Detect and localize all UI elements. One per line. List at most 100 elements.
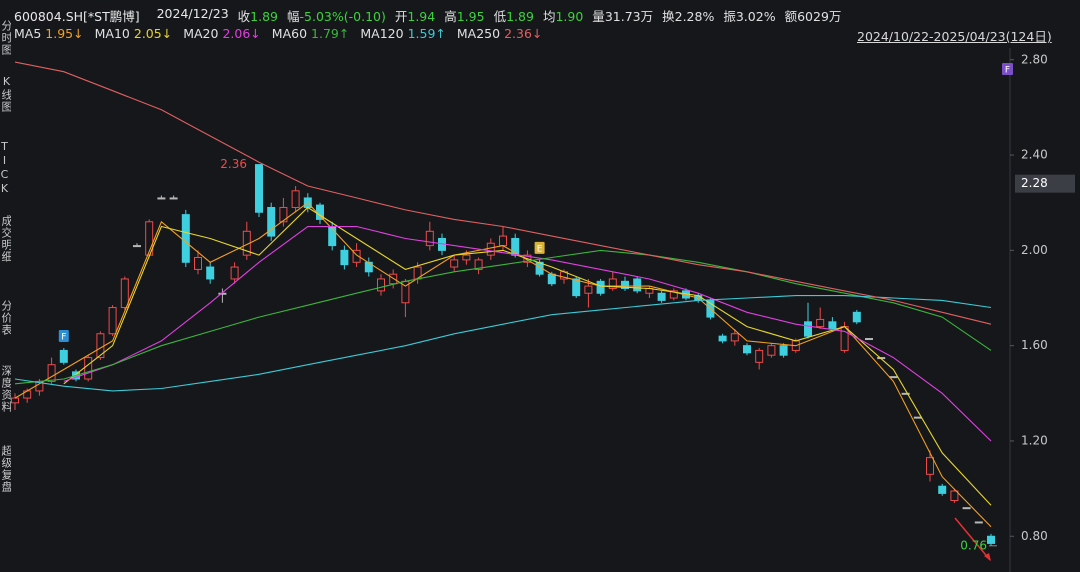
- quote-label: 开: [394, 9, 408, 24]
- candle-body: [486, 242, 495, 256]
- quote-item: 开1.94: [395, 6, 435, 25]
- candle-body: [718, 335, 727, 342]
- side-marker-box: [1002, 63, 1013, 75]
- candle-body: [462, 254, 471, 261]
- candle-body: [828, 321, 837, 330]
- quote-item: 额6029万: [785, 6, 842, 25]
- candle-body: [474, 259, 483, 270]
- date-range[interactable]: 2024/10/22-2025/04/23(124日): [857, 29, 1052, 44]
- candle-body: [852, 311, 861, 323]
- legend-trend: ↑: [435, 26, 446, 41]
- sidebar-item: 超级复盘: [0, 445, 11, 493]
- candle-body: [730, 333, 739, 342]
- candle-body: [267, 206, 276, 237]
- candle-body: [865, 338, 873, 341]
- candle-body: [657, 292, 666, 301]
- quote-item: 振3.02%: [723, 6, 775, 25]
- legend-item: MA250 2.36↓: [457, 26, 543, 41]
- y-tick-label: 2.00: [1021, 243, 1048, 257]
- candle-body: [157, 197, 166, 200]
- quote-label: 高: [444, 9, 457, 24]
- legend-item: MA10 2.05↓: [95, 26, 173, 41]
- candle-body: [901, 392, 910, 395]
- quote-header: 600804.SH[*ST鹏博] 2024/12/23 收1.89 幅-5.03%(-…: [14, 6, 841, 25]
- price-box: [1015, 174, 1075, 193]
- quote-value: 1.90: [555, 9, 584, 24]
- ma-line: [14, 249, 992, 385]
- candle-body: [572, 278, 581, 297]
- legend-name: MA120: [360, 26, 404, 41]
- candle-body: [669, 290, 678, 299]
- legend-value: 2.05: [133, 26, 162, 41]
- legend-item: MA20 2.06↓: [183, 26, 261, 41]
- quote-label: 振: [723, 9, 736, 24]
- quote-value: 1.89: [250, 9, 279, 24]
- legend-trend: ↓: [531, 26, 543, 41]
- candle-body: [194, 257, 202, 270]
- quote-item: 均1.90: [543, 6, 583, 25]
- candle-body: [169, 197, 178, 200]
- legend-item: MA120 1.59↑: [360, 26, 446, 41]
- high-label: 2.36: [220, 157, 247, 171]
- y-tick-label: 0.80: [1021, 529, 1048, 543]
- legend-name: MA10: [94, 26, 130, 41]
- candle-body: [547, 273, 556, 285]
- candle-body: [59, 349, 68, 363]
- candle-body: [230, 266, 239, 280]
- candle-body: [120, 278, 129, 309]
- stock-code: 600804.SH[*ST鹏博]: [14, 9, 140, 24]
- candle-body: [755, 349, 764, 363]
- sidebar-item: K线图: [0, 75, 11, 113]
- candle-body: [816, 318, 825, 328]
- candle-body: [279, 206, 288, 223]
- candle-body: [84, 357, 93, 380]
- legend-trend: ↓: [73, 26, 84, 41]
- legend-trend: ↓: [250, 26, 261, 41]
- quote-value: 1.94: [407, 9, 436, 24]
- candle-body: [133, 245, 141, 248]
- legend-name: MA20: [183, 26, 219, 41]
- side-marker-label: F: [1005, 66, 1010, 76]
- candle-body: [913, 416, 922, 419]
- candle-body: [425, 230, 434, 247]
- candle-body: [779, 345, 788, 356]
- candle-body: [743, 345, 751, 354]
- quote-value: 3.02%: [735, 9, 776, 24]
- low-label: 0.76: [960, 538, 987, 552]
- quote-value: 1.95: [456, 9, 485, 24]
- quote-item: 高1.95: [444, 6, 484, 25]
- quote-item: 低1.89: [494, 6, 534, 25]
- candle-body: [608, 278, 617, 289]
- marker-box: [58, 330, 69, 343]
- legend-name: MA60: [271, 26, 308, 41]
- quote-label: 换: [662, 9, 675, 24]
- quote-label: 额: [784, 9, 798, 24]
- price-label: 2.28: [1021, 176, 1048, 190]
- y-tick-label: 2.40: [1021, 148, 1048, 162]
- arrow-head: [984, 553, 991, 561]
- quote-value: 1.89: [506, 9, 534, 24]
- candle-body: [377, 278, 385, 292]
- sidebar: 分时图 K线图 TICK 成交明细 分价表 深度资料 超级复盘: [0, 0, 11, 572]
- candle-body: [938, 485, 947, 494]
- candle-body: [181, 214, 190, 263]
- candle-body: [291, 190, 300, 208]
- legend-value: 1.95: [45, 26, 74, 41]
- ma-line: [63, 206, 992, 506]
- quote-item: 换2.28%: [662, 6, 714, 25]
- ma-line: [14, 201, 992, 528]
- ma-line: [14, 295, 992, 392]
- sidebar-item: 分价表: [0, 300, 11, 336]
- candle-body: [206, 266, 215, 280]
- candle-body: [767, 345, 776, 356]
- marker-label: E: [537, 244, 543, 254]
- y-tick-label: 1.20: [1021, 433, 1048, 447]
- candle-body: [499, 235, 507, 247]
- legend-item: MA5 1.95↓: [14, 26, 84, 41]
- legend-value: 2.36: [504, 26, 532, 41]
- y-tick-label: 1.60: [1021, 338, 1048, 352]
- candle-body: [962, 507, 971, 510]
- marker-box: [534, 241, 545, 254]
- quote-label: 量: [592, 9, 605, 24]
